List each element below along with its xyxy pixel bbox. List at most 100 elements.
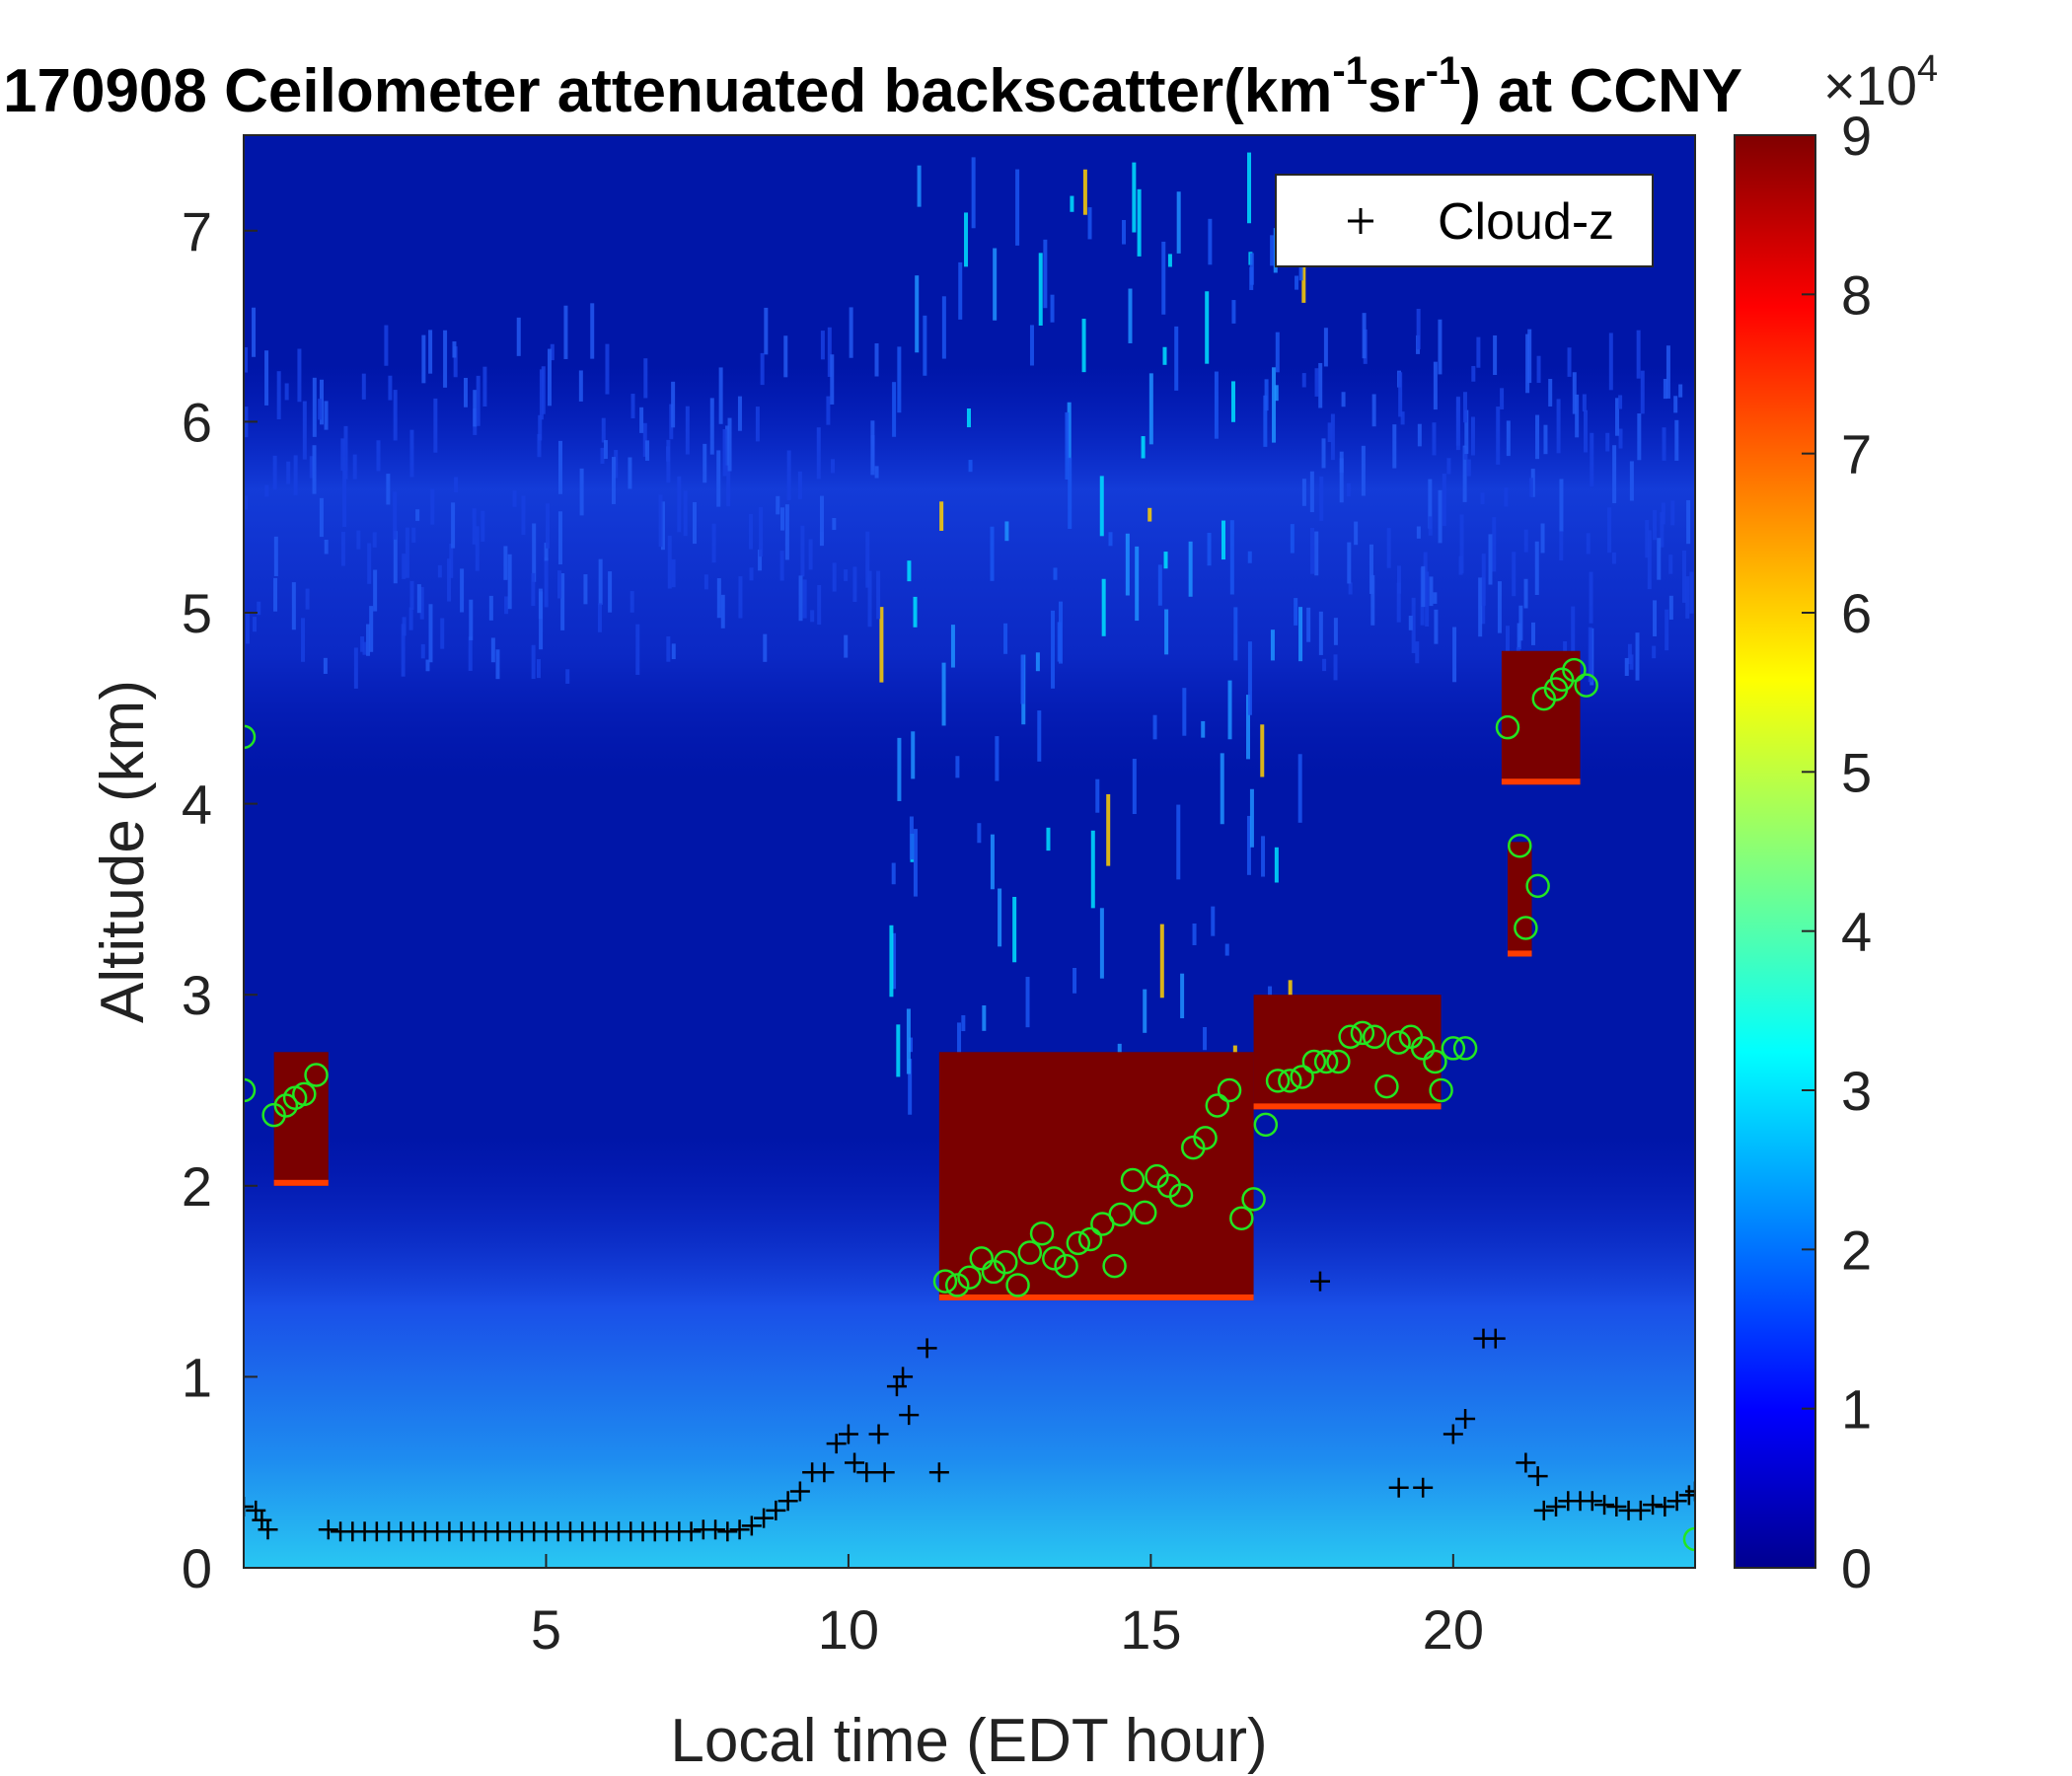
backscatter-streak [1068, 457, 1073, 529]
backscatter-streak [889, 925, 894, 998]
backscatter-streak [1174, 326, 1179, 391]
backscatter-streak [1180, 973, 1185, 1019]
backscatter-streak [293, 455, 298, 495]
y-tick-label: 5 [182, 582, 212, 644]
backscatter-streak [1247, 641, 1252, 715]
backscatter-streak [1612, 445, 1617, 503]
backscatter-streak [1354, 521, 1359, 546]
backscatter-streak [1635, 632, 1640, 681]
backscatter-streak [353, 647, 358, 689]
cloud-z-point [1516, 1452, 1536, 1473]
backscatter-streak [416, 584, 421, 614]
backscatter-streak [738, 576, 743, 619]
backscatter-streak [1681, 550, 1686, 603]
backscatter-streak [324, 539, 329, 555]
backscatter-streak [1231, 300, 1236, 324]
backscatter-streak [1108, 532, 1113, 547]
backscatter-streak [1398, 372, 1403, 417]
backscatter-streak [800, 525, 805, 577]
backscatter-streak [1637, 413, 1642, 461]
backscatter-streak [915, 275, 920, 353]
y-tick-label: 0 [182, 1537, 212, 1599]
backscatter-streak [1101, 578, 1106, 636]
backscatter-streak [1540, 523, 1545, 554]
backscatter-streak [521, 495, 526, 536]
backscatter-streak [1543, 424, 1548, 455]
backscatter-streak [1322, 658, 1327, 672]
backscatter-streak [1082, 169, 1087, 215]
backscatter-streak [1015, 169, 1020, 246]
y-tick-label: 6 [182, 391, 212, 453]
detection-point [1193, 1126, 1218, 1150]
backscatter-streak [1396, 582, 1401, 623]
detection-point [1525, 873, 1550, 899]
detection-point [1168, 1183, 1194, 1208]
backscatter-streak [1496, 407, 1501, 465]
backscatter-streak [1400, 411, 1405, 425]
y-tick-label: 1 [182, 1346, 212, 1408]
backscatter-streak [1459, 514, 1464, 574]
backscatter-streak [1415, 641, 1420, 664]
colorbar-multiplier-base: ×10 [1823, 54, 1917, 116]
backscatter-streak [440, 618, 445, 649]
backscatter-streak [1270, 235, 1275, 266]
backscatter-streak [908, 1059, 913, 1115]
backscatter-streak [832, 517, 837, 531]
backscatter-streak [1294, 598, 1298, 626]
backscatter-streak [867, 570, 872, 628]
backscatter-streak [402, 554, 407, 579]
detection-point [1290, 1065, 1314, 1089]
title-sup-2: -1 [1426, 49, 1461, 93]
backscatter-streak [512, 490, 517, 507]
backscatter-streak [1411, 597, 1416, 653]
backscatter-streak [1689, 571, 1694, 614]
backscatter-streak [1432, 422, 1437, 456]
backscatter-streak [1362, 313, 1367, 359]
backscatter-streak [1660, 512, 1665, 548]
backscatter-streak [998, 888, 1002, 947]
cloud-z-point [705, 1519, 726, 1540]
cloud-z-point [899, 1405, 920, 1426]
backscatter-streak [1462, 445, 1467, 502]
detection-point [1229, 1206, 1254, 1230]
backscatter-streak [1159, 924, 1164, 999]
backscatter-streak [1227, 680, 1232, 740]
backscatter-streak [405, 527, 409, 578]
backscatter-streak [473, 390, 478, 427]
detection-point [1562, 657, 1587, 683]
backscatter-streak [608, 571, 613, 613]
backscatter-streak [1157, 564, 1162, 606]
backscatter-streak [776, 495, 780, 515]
backscatter-streak [468, 636, 473, 671]
backscatter-streak [1446, 458, 1451, 475]
backscatter-streak [1527, 329, 1532, 384]
backscatter-streak [1163, 552, 1168, 569]
backscatter-streak [642, 422, 647, 457]
backscatter-streak [1416, 526, 1421, 539]
backscatter-streak [463, 377, 468, 407]
backscatter-streak [264, 484, 269, 497]
legend-entry-cloud-z: Cloud-z [1438, 193, 1614, 251]
backscatter-streak [1582, 394, 1587, 412]
backscatter-streak [1203, 1027, 1208, 1051]
backscatter-streak [560, 572, 565, 630]
backscatter-streak [1143, 989, 1147, 1033]
backscatter-streak [955, 756, 960, 778]
backscatter-streak [1188, 541, 1193, 597]
backscatter-streak [1295, 275, 1299, 290]
backscatter-streak [1161, 241, 1166, 315]
backscatter-streak [437, 564, 442, 578]
backscatter-streak [1148, 373, 1153, 445]
backscatter-streak [1512, 552, 1517, 597]
backscatter-streak [832, 562, 837, 592]
backscatter-streak [393, 390, 398, 441]
backscatter-streak [1070, 195, 1074, 212]
detection-point [1429, 1077, 1453, 1103]
backscatter-streak [1058, 601, 1063, 664]
backscatter-streak [1314, 531, 1319, 576]
backscatter-streak [372, 532, 377, 548]
backscatter-streak [1534, 541, 1539, 596]
backscatter-streak [1135, 546, 1140, 622]
backscatter-streak [451, 502, 456, 549]
backscatter-streak [1392, 424, 1397, 469]
